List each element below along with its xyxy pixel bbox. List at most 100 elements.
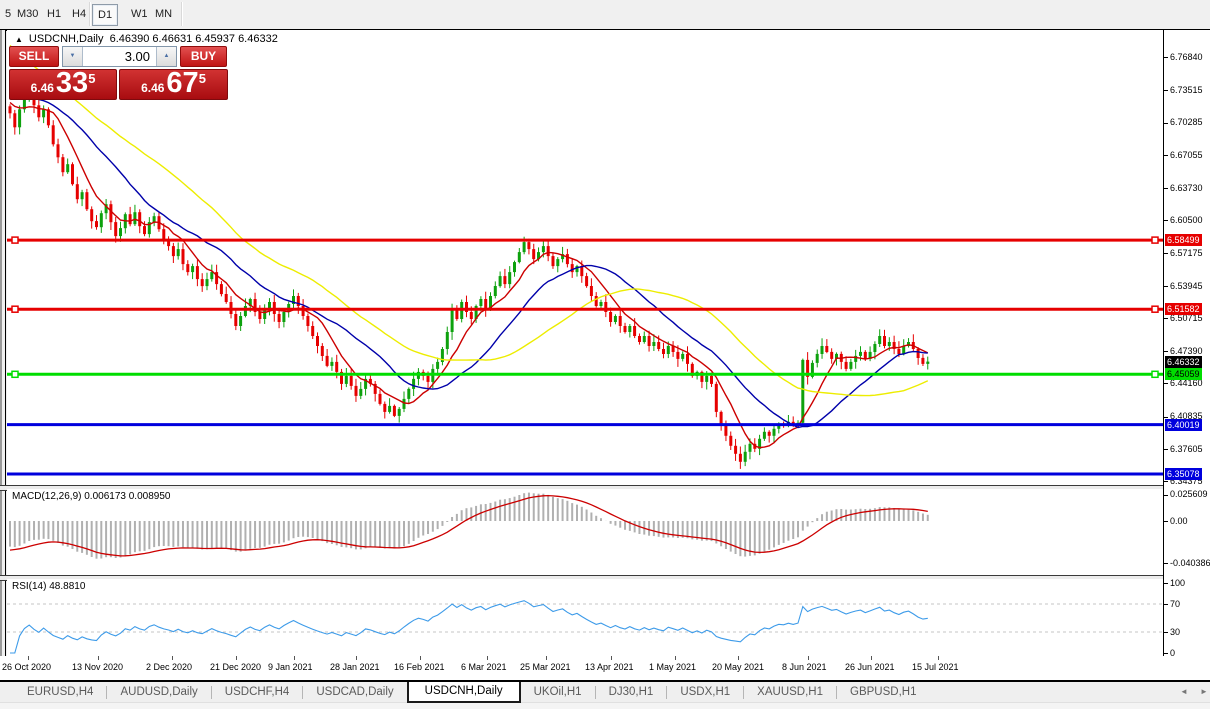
sell-price-display[interactable]: 6.46 33 5 <box>9 69 117 100</box>
volume-decrease-icon[interactable]: ▼ <box>63 47 83 66</box>
date-label: 1 May 2021 <box>649 662 697 672</box>
rsi-line[interactable] <box>7 579 1163 656</box>
date-label: 28 Jan 2021 <box>330 662 380 672</box>
date-label: 16 Feb 2021 <box>394 662 445 672</box>
tab-xauusd-h1[interactable]: XAUUSD,H1 <box>757 686 823 698</box>
chart-header: ▲ USDCNH,Daily 6.46390 6.46631 6.45937 6.… <box>15 33 278 45</box>
toolbar-separator <box>89 2 91 26</box>
axis-tick-mark <box>1164 154 1168 156</box>
timeframe-button-w1[interactable]: W1 <box>131 8 148 20</box>
collapse-panel-icon[interactable]: ▲ <box>15 35 23 44</box>
tab-audusd-daily[interactable]: AUDUSD,Daily <box>120 686 198 698</box>
rsi-axis-tick: 0 <box>1164 648 1175 659</box>
timeframe-button-h4[interactable]: H4 <box>72 8 87 20</box>
one-click-trading-panel: SELL ▼ ▲ BUY 6.46 33 5 6.46 67 5 <box>9 46 228 100</box>
tab-eurusd-h4[interactable]: EURUSD,H4 <box>27 686 94 698</box>
date-axis[interactable]: 26 Oct 2020 13 Nov 2020 2 Dec 2020 21 Dec 2… <box>0 656 1210 680</box>
date-tick-mark <box>28 656 29 660</box>
tab-gbpusd-h1[interactable]: GBPUSD,H1 <box>850 686 917 698</box>
macd-axis-tick: 0.00 <box>1164 516 1188 527</box>
date-label: 25 Mar 2021 <box>520 662 571 672</box>
axis-tick-mark <box>1164 188 1168 190</box>
tab-separator <box>210 685 212 699</box>
volume-input[interactable] <box>83 47 156 66</box>
timeframe-button-m30[interactable]: M30 <box>17 8 39 20</box>
axis-tick-mark <box>1164 604 1168 606</box>
macd-label: MACD(12,26,9) 0.006173 0.008950 <box>12 491 171 502</box>
sell-price-handle: 6.46 <box>30 81 54 95</box>
buy-price-handle: 6.46 <box>141 81 165 95</box>
date-label: 13 Apr 2021 <box>585 662 634 672</box>
level-price-label: 6.40019 <box>1165 418 1202 431</box>
axis-tick-mark <box>1164 285 1168 287</box>
tab-separator <box>743 685 745 699</box>
buy-price-display[interactable]: 6.46 67 5 <box>119 69 228 100</box>
tab-usdcad-daily[interactable]: USDCAD,Daily <box>316 686 394 698</box>
axis-tick-mark <box>1164 90 1168 92</box>
axis-tick-mark <box>1164 521 1168 523</box>
rsi-axis-tick: 100 <box>1164 578 1185 589</box>
rsi-axis-tick: 70 <box>1164 599 1180 610</box>
axis-tick-mark <box>1164 416 1168 418</box>
buy-button[interactable]: BUY <box>180 46 227 67</box>
date-tick-mark <box>675 656 676 660</box>
date-tick-mark <box>487 656 488 660</box>
buy-price-point: 5 <box>198 71 206 86</box>
timeframe-button-d1[interactable]: D1 <box>92 4 119 26</box>
date-tick-mark <box>172 656 173 660</box>
price-chart-canvas[interactable]: ▲ USDCNH,Daily 6.46390 6.46631 6.45937 6.… <box>7 30 1163 485</box>
timeframe-button-mn[interactable]: MN <box>155 8 173 20</box>
timeframe-toolbar: 5 M30 H1 H4 D1 W1 MN <box>0 0 1210 29</box>
level-price-label: 6.51582 <box>1165 303 1202 316</box>
tab-usdchf-h4[interactable]: USDCHF,H4 <box>224 686 290 698</box>
macd-axis-tick: -0.040386 <box>1164 558 1210 569</box>
price-tick: 6.47390 <box>1164 346 1203 357</box>
price-tick: 6.50715 <box>1164 313 1203 324</box>
level-price-label: 6.45059 <box>1165 368 1202 381</box>
timeframe-button-5[interactable]: 5 <box>5 8 12 20</box>
macd-histogram[interactable] <box>7 489 1163 575</box>
date-label: 15 Jul 2021 <box>912 662 959 672</box>
rsi-axis-tick: 30 <box>1164 627 1180 638</box>
rsi-indicator-canvas[interactable]: RSI(14) 48.8810 <box>7 579 1163 656</box>
rsi-label: RSI(14) 48.8810 <box>12 581 86 592</box>
date-tick-mark <box>420 656 421 660</box>
tab-separator <box>666 685 668 699</box>
chart-tab-bar: EURUSD,H4 AUDUSD,Daily USDCHF,H4 USDCAD,Dai… <box>0 681 1210 703</box>
price-tick: 6.67055 <box>1164 150 1203 161</box>
tab-usdx-h1[interactable]: USDX,H1 <box>680 686 731 698</box>
price-tick: 6.37605 <box>1164 444 1203 455</box>
date-tick-mark <box>871 656 872 660</box>
window-left-grip[interactable] <box>0 30 6 656</box>
chart-window-bottom-border <box>0 680 1210 682</box>
tab-dj30-h1[interactable]: DJ30,H1 <box>608 686 654 698</box>
tab-ukoil-h1[interactable]: UKOil,H1 <box>533 686 582 698</box>
price-tick: 6.53945 <box>1164 281 1203 292</box>
date-label: 20 May 2021 <box>712 662 765 672</box>
volume-increase-icon[interactable]: ▲ <box>156 47 176 66</box>
axis-tick-mark <box>1164 481 1168 483</box>
sell-button[interactable]: SELL <box>9 46 59 67</box>
toolbar-separator <box>181 2 183 26</box>
current-price-label: 6.46332 <box>1165 355 1202 368</box>
tabs-scroll-right-icon[interactable]: ► <box>1200 687 1208 696</box>
timeframe-button-h1[interactable]: H1 <box>47 8 62 20</box>
price-axis[interactable]: 6.76840 6.73515 6.70285 6.67055 6.63730 6.605… <box>1163 30 1210 659</box>
tabs-scroll-left-icon[interactable]: ◄ <box>1180 687 1188 696</box>
candlestick-chart[interactable] <box>7 30 1163 485</box>
axis-tick-mark <box>1164 317 1168 319</box>
price-tick: 6.76840 <box>1164 52 1203 63</box>
date-label: 21 Dec 2020 <box>210 662 262 672</box>
date-label: 2 Dec 2020 <box>146 662 193 672</box>
axis-tick-mark <box>1164 253 1168 255</box>
axis-tick-mark <box>1164 583 1168 585</box>
tab-usdcnh-daily[interactable]: USDCNH,Daily <box>406 681 521 703</box>
macd-indicator-canvas[interactable]: MACD(12,26,9) 0.006173 0.008950 <box>7 489 1163 575</box>
date-label: 26 Jun 2021 <box>845 662 895 672</box>
axis-tick-mark <box>1164 122 1168 124</box>
level-price-label: 6.35078 <box>1165 467 1202 480</box>
chart-ohlc-values: 6.46390 6.46631 6.45937 6.46332 <box>109 33 278 45</box>
axis-tick-mark <box>1164 351 1168 353</box>
level-price-label: 6.58499 <box>1165 234 1202 247</box>
status-strip <box>0 703 1210 709</box>
